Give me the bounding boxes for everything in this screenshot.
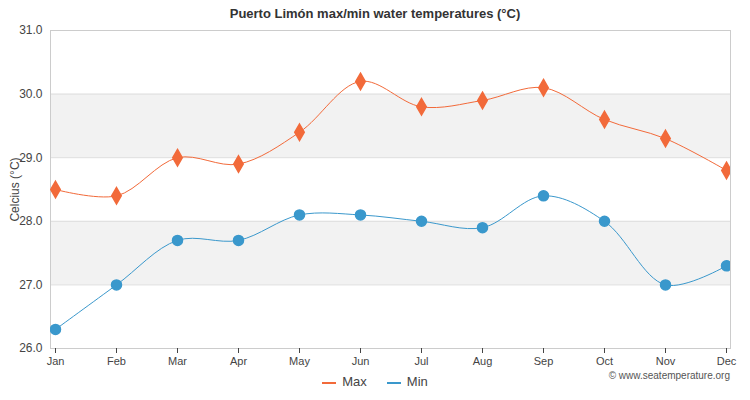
svg-text:Jan: Jan xyxy=(47,355,65,367)
svg-text:28.0: 28.0 xyxy=(19,214,43,228)
svg-text:26.0: 26.0 xyxy=(19,341,43,355)
svg-text:Jun: Jun xyxy=(352,355,370,367)
svg-text:Jul: Jul xyxy=(414,355,428,367)
svg-text:Nov: Nov xyxy=(656,355,676,367)
svg-text:29.0: 29.0 xyxy=(19,151,43,165)
svg-text:Feb: Feb xyxy=(107,355,126,367)
svg-text:30.0: 30.0 xyxy=(19,87,43,101)
html-text:© www.seatemperature.org: © www.seatemperature.org xyxy=(608,370,730,381)
html-text:Max: Max xyxy=(342,374,367,389)
svg-text:Celcius (°C): Celcius (°C) xyxy=(8,157,22,221)
svg-text:Mar: Mar xyxy=(168,355,187,367)
svg-text:31.0: 31.0 xyxy=(19,24,43,37)
svg-text:Apr: Apr xyxy=(230,355,247,367)
html-text:Min: Min xyxy=(406,374,428,389)
svg-text:27.0: 27.0 xyxy=(19,278,43,292)
html-text:Puerto Limón max/min water tem: Puerto Limón max/min water temperatures … xyxy=(229,6,521,21)
svg-text:Sep: Sep xyxy=(534,355,554,367)
svg-text:Aug: Aug xyxy=(473,355,493,367)
svg-text:Oct: Oct xyxy=(596,355,613,367)
svg-text:Dec: Dec xyxy=(717,355,737,367)
svg-text:May: May xyxy=(289,355,310,367)
